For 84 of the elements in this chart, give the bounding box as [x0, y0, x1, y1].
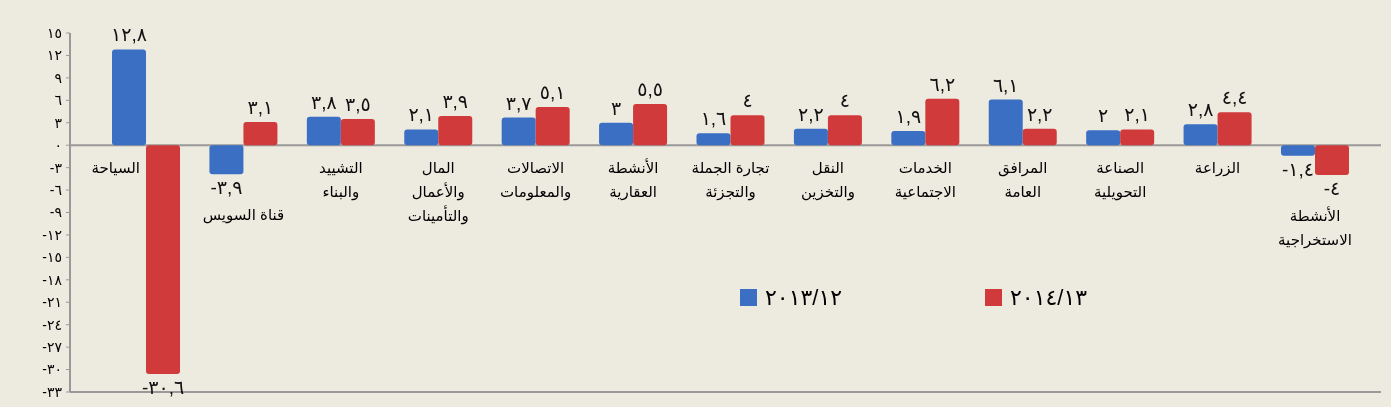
bar [146, 145, 181, 375]
bar [599, 122, 634, 146]
x-tick-label: الأنشطة العقارية [607, 158, 659, 202]
y-tick-label: -١٢ [42, 226, 62, 243]
data-label: -١,٤ [1281, 158, 1314, 180]
y-tick-label: ١٢ [46, 47, 62, 64]
data-label: ٣,١ [247, 97, 274, 118]
bar [243, 122, 278, 146]
x-tick-label: المرافق العامة [997, 159, 1048, 201]
data-label: ٥,١ [539, 82, 566, 104]
bar [340, 119, 375, 146]
bar [306, 116, 341, 146]
y-tick-label: ١٥ [46, 24, 62, 41]
data-label: ٣,٩ [442, 91, 469, 113]
data-label: ٣,٧ [505, 92, 532, 114]
data-label: ٢ [1098, 105, 1109, 127]
y-tick-label: -٦ [49, 181, 62, 198]
bar [1120, 129, 1155, 146]
y-tick-label: -٢٧ [42, 339, 63, 356]
data-label: ٢,٢ [798, 103, 824, 125]
x-tick-label: السياحة [91, 159, 141, 177]
bar [891, 130, 926, 146]
data-label: -٣,٩ [210, 177, 243, 199]
y-tick-label: -٣٣ [42, 383, 63, 400]
data-label: -٣٠,٦ [141, 377, 185, 399]
y-tick-label: -٣٠ [42, 361, 62, 378]
bar [1217, 112, 1252, 146]
bar [112, 49, 147, 146]
data-label: -٤ [1323, 178, 1341, 200]
bar [1280, 145, 1315, 156]
data-label: ٤ [839, 90, 851, 112]
y-tick-label: ٣ [54, 114, 63, 131]
bar [535, 107, 570, 146]
legend-label: ٢٠١٣/١٢ [765, 284, 843, 310]
bar [827, 115, 862, 146]
bar [925, 98, 960, 146]
bar [404, 129, 439, 146]
y-tick-label: -١٥ [42, 249, 62, 266]
data-label: ٢,٨ [1187, 99, 1214, 121]
x-tick-label: الزراعة [1194, 159, 1241, 178]
data-label: ٤ [742, 90, 753, 112]
x-tick-label: الاتصالات والمعلومات [500, 159, 572, 202]
y-tick-label: ٩ [54, 69, 62, 86]
bar [988, 99, 1023, 146]
bar [730, 115, 765, 146]
data-label: ٣,٥ [344, 94, 371, 116]
bar [793, 128, 828, 146]
data-label: ٤,٤ [1221, 87, 1248, 109]
y-tick-label: ٠ [54, 137, 62, 154]
data-label: ٣ [610, 97, 622, 119]
y-tick-label: ٦ [54, 92, 62, 109]
legend-label: ٢٠١٤/١٣ [1010, 284, 1088, 310]
bar [1183, 124, 1218, 146]
bar [209, 145, 244, 175]
bar [438, 116, 473, 146]
bar [696, 133, 731, 146]
x-tick-label: قناة السويس [202, 206, 285, 225]
data-label: ١,٩ [895, 105, 922, 127]
x-tick-label: النقل والتخزين [800, 159, 855, 202]
x-tick-label: الصناعة التحويلية [1093, 159, 1147, 202]
data-label: ٢,١ [1124, 104, 1151, 126]
bar [1314, 145, 1349, 176]
y-tick-label: -١٨ [42, 271, 63, 288]
bar [1086, 130, 1121, 146]
x-tick-label: الأنشطة الاستخراجية [1278, 206, 1352, 250]
data-label: ٦,١ [992, 74, 1019, 96]
x-tick-label: المال والأعمال والتأمينات [407, 159, 469, 226]
data-label: ١٢,٨ [111, 24, 147, 46]
data-label: ٣,٨ [310, 91, 337, 113]
y-tick-label: -٣ [49, 159, 63, 176]
data-label: ٢,١ [408, 104, 435, 126]
bar [633, 104, 668, 146]
y-tick-label: -٢٤ [42, 316, 62, 333]
y-tick-label: -٢١ [42, 294, 62, 311]
data-label: ٢,٢ [1026, 103, 1053, 125]
x-tick-label: التشييد والبناء [319, 159, 363, 202]
bar [1022, 128, 1057, 146]
data-label: ٦,٢ [929, 73, 956, 95]
x-tick-label: الخدمات الاجتماعية [894, 159, 956, 201]
data-label: ١,٦ [700, 108, 727, 130]
bar [501, 117, 536, 146]
data-label: ٥,٥ [637, 79, 663, 101]
y-tick-label: -٩ [49, 204, 62, 221]
x-tick-label: تجارة الجملة والتجزئة [691, 159, 770, 202]
